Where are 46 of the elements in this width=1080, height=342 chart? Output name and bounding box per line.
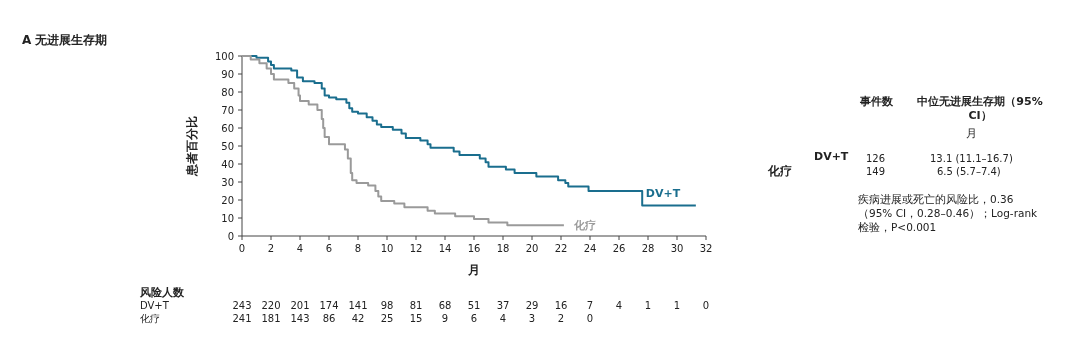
x-tick-label: 20 [525,243,539,254]
x-tick-label: 0 [238,243,246,254]
series-label: 化疗 [572,219,596,233]
x-tick-label: 8 [354,243,362,254]
text: 13.1 (11.1–16.7) [930,152,1013,166]
x-tick-label: 16 [467,243,481,254]
x-tick-label: 26 [612,243,626,254]
text: 149 [866,165,886,179]
x-tick-label: 22 [554,243,568,254]
text: 中位无进展生存期（95% CI） [916,95,1044,123]
y-axis-title: 患者百分比 [185,116,199,177]
x-tick-label: 24 [583,243,597,254]
y-tick-label: 80 [221,87,234,98]
text: 月 [966,127,977,141]
y-tick-label: 30 [221,177,234,188]
y-tick-label: 50 [221,141,234,152]
y-tick-label: 10 [221,213,234,224]
text: A 无进展生存期 [22,33,108,47]
y-tick-label: 100 [214,51,234,62]
text: 化疗 [768,164,792,178]
x-tick-label: 6 [325,243,333,254]
x-tick-label: 10 [380,243,394,254]
x-tick-label: 12 [409,243,423,254]
text: 风险人数 [139,286,185,299]
y-tick-label: 70 [221,105,234,116]
x-tick-label: 18 [496,243,510,254]
text: 疾病进展或死亡的风险比，0.36（95% CI，0.28–0.46）；Log-rank检验，P<0.001 [858,192,1038,234]
y-tick-label: 0 [227,231,234,242]
text: 126 [866,152,886,166]
text: DV+T 243 220 201 174 141 98 81 68 51 37 29 16 7 4 1 1 0 [140,300,710,311]
x-tick-label: 30 [670,243,684,254]
series-label: DV+T [645,187,681,201]
x-tick-label: 32 [699,243,713,254]
x-tick-label: 28 [641,243,655,254]
text: 6.5 (5.7–7.4) [937,165,1001,179]
text: 化疗 241 181 143 86 42 25 15 9 6 4 3 2 0 [140,313,594,324]
x-tick-label: 2 [267,243,275,254]
text: DV+T [814,150,849,164]
y-tick-label: 40 [221,159,234,170]
y-tick-label: 60 [221,123,234,134]
y-tick-label: 20 [221,195,234,206]
text: 事件数 [860,95,894,109]
x-axis-title: 月 [467,263,480,277]
x-tick-label: 14 [438,243,452,254]
x-tick-label: 4 [296,243,304,254]
y-tick-label: 90 [221,69,234,80]
